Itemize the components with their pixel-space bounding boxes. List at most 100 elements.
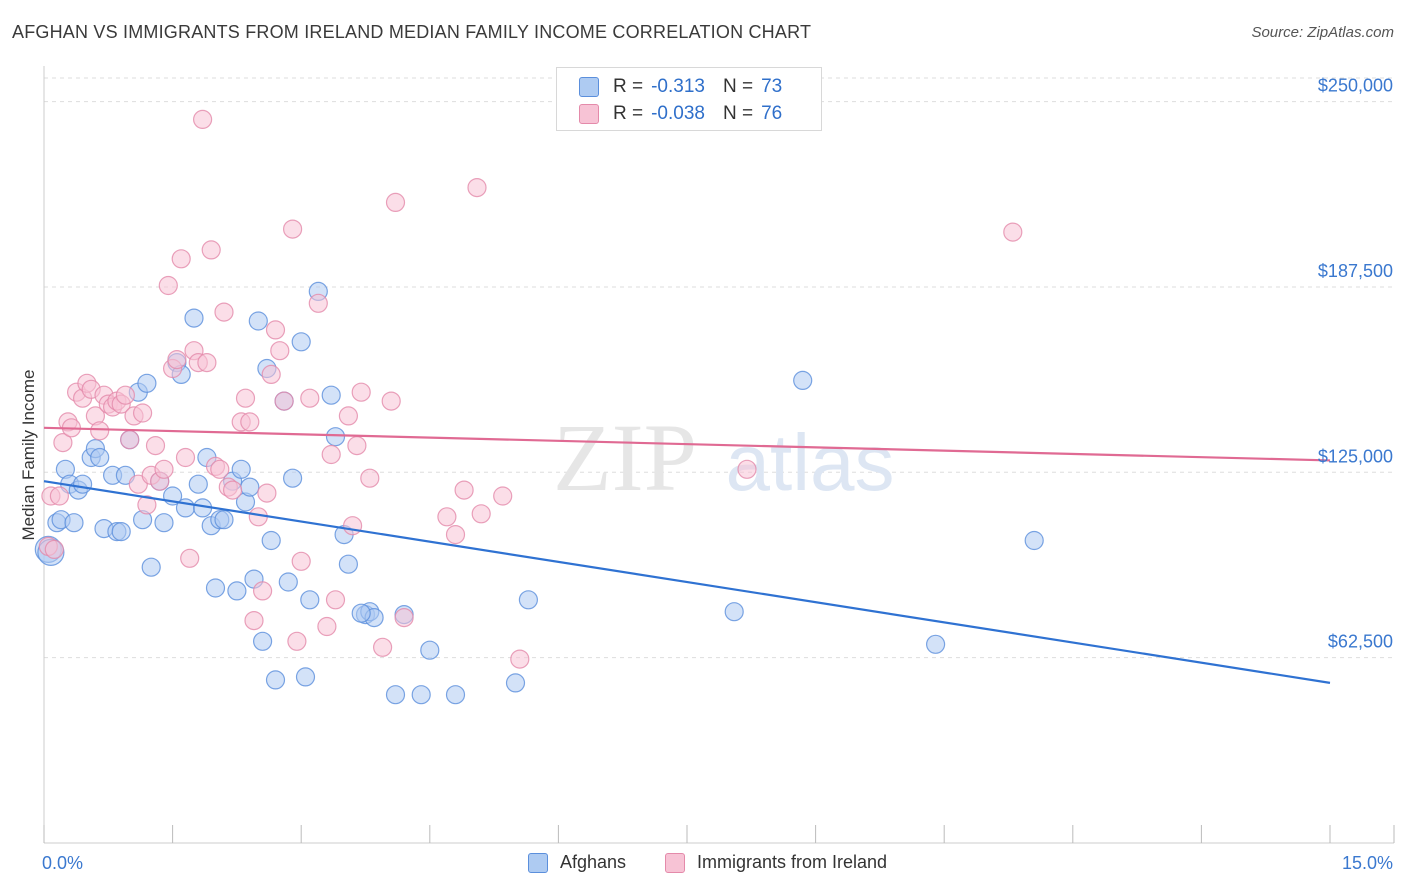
point-afghans [300,590,320,610]
y-tick-label: $250,000 [1318,76,1393,96]
point-ireland [193,109,213,130]
point-ireland [240,412,260,432]
point-ireland [467,178,487,198]
n-value: 76 [761,103,783,124]
point-afghans [111,521,131,542]
point-ireland [291,551,311,571]
point-ireland [244,610,264,631]
trend-line-afghans [43,480,1331,684]
point-ireland [175,447,196,468]
point-ireland [493,486,513,506]
point-afghans [295,667,316,687]
point-afghans [338,554,358,574]
point-afghans [184,308,204,328]
n-label: N = [722,76,754,97]
point-ireland [737,459,757,479]
point-ireland [53,433,73,453]
series-legend: Afghans Immigrants from Ireland [0,852,1406,878]
point-ireland [373,637,393,657]
axes [43,66,1395,844]
point-afghans [64,513,84,533]
stats-legend: R = -0.313 N = 73 R = -0.038 N = 76 [556,67,822,131]
point-ireland [471,504,491,524]
point-afghans [227,581,247,601]
afghans-legend-swatch [528,852,548,873]
point-afghans [420,640,440,660]
point-afghans [925,634,946,654]
legend-item-afghans[interactable]: Afghans [528,852,626,873]
point-ireland [283,219,303,239]
x-tick-label-max: 15.0% [1342,853,1393,873]
point-afghans [325,427,346,447]
point-afghans [351,603,371,623]
x-tick-label-min: 0.0% [42,853,83,873]
point-afghans [253,631,273,651]
point-afghans [205,578,226,598]
point-ireland [44,539,64,560]
point-ireland [171,249,191,269]
point-afghans [265,670,286,690]
point-ireland [158,275,178,296]
point-ireland [300,388,320,408]
point-afghans [724,602,744,622]
legend-item-ireland[interactable]: Immigrants from Ireland [665,852,887,873]
gridlines [44,77,1394,659]
point-ireland [214,302,234,322]
source-credit: Source: ZipAtlas.com [1251,24,1394,41]
point-ireland [265,320,286,340]
point-ireland [454,480,474,500]
point-ireland [317,616,337,637]
ireland-swatch [579,104,599,124]
y-tick-label: $62,500 [1328,632,1393,652]
point-ireland [274,391,294,411]
point-ireland [49,486,70,506]
r-value: -0.313 [651,76,705,97]
point-afghans [248,311,268,331]
stats-row-ireland: R = -0.038 N = 76 [579,102,782,126]
point-ireland [257,483,277,503]
point-ireland [197,353,217,373]
point-afghans [214,510,234,530]
n-label: N = [722,103,754,124]
point-ireland [308,293,328,313]
point-ireland [445,524,466,545]
point-afghans [291,332,311,352]
trend-lines [43,426,1331,684]
point-afghans [261,530,281,551]
point-ireland [381,391,401,411]
point-afghans [90,447,110,468]
point-ireland [180,548,200,568]
point-ireland [137,495,157,515]
point-ireland [210,459,230,479]
point-afghans [411,685,431,705]
point-afghans [154,513,174,533]
point-ireland [338,406,358,426]
r-label: R = [613,103,644,124]
point-afghans [505,673,526,693]
point-ireland [510,649,530,669]
point-afghans [283,468,303,488]
point-ireland [167,350,187,370]
point-afghans [188,474,208,494]
n-value: 73 [761,76,783,97]
point-afghans [321,385,341,405]
point-ireland [145,436,166,456]
point-ireland [351,382,371,402]
point-ireland [287,631,307,651]
point-afghans [137,373,157,393]
point-ireland [321,444,341,465]
point-ireland [394,607,414,628]
point-ireland [253,581,273,601]
legend-label-ireland: Immigrants from Ireland [697,852,888,872]
point-ireland [133,403,153,423]
point-ireland [437,507,457,527]
point-afghans [385,685,406,705]
point-ireland [223,480,243,500]
point-ireland [343,516,363,536]
point-afghans [1024,530,1044,551]
point-afghans [518,590,539,610]
point-ireland [115,385,136,405]
point-ireland [201,240,221,260]
ireland-legend-swatch [665,852,685,873]
